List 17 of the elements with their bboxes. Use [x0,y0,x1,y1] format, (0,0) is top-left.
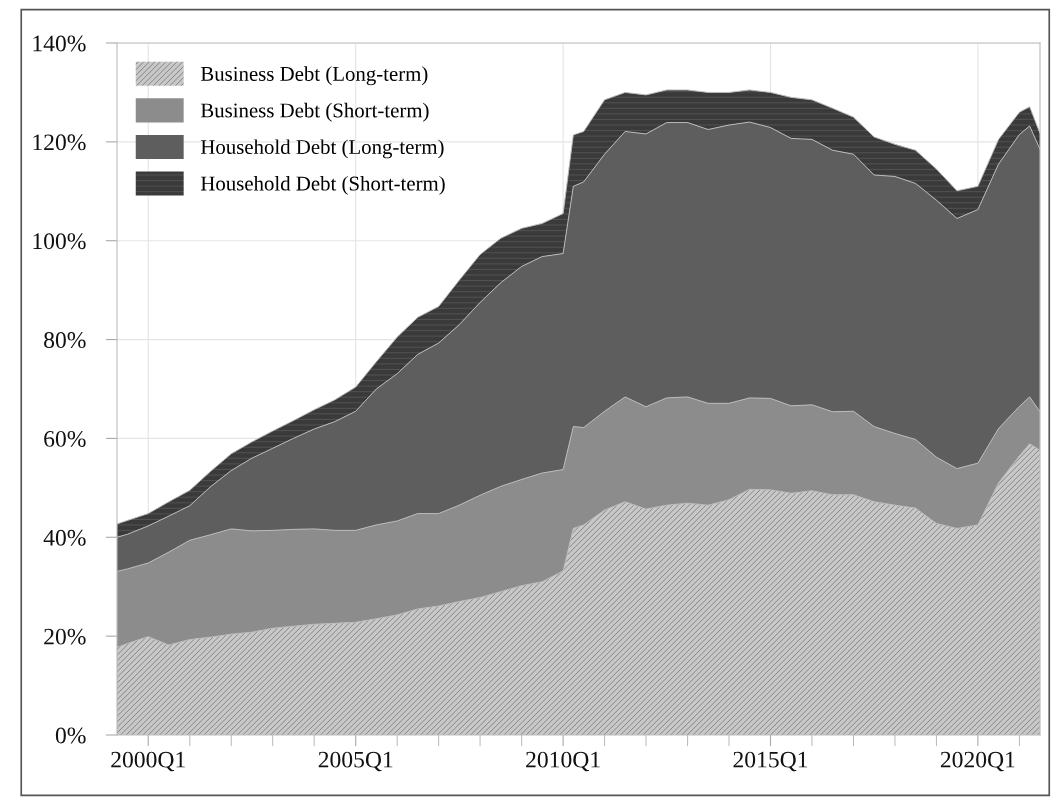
y-tick-label: 100% [33,233,86,250]
y-tick-label: 0% [55,727,86,744]
y-tick-label: 140% [33,35,86,52]
x-tick-label: 2000Q1 [111,751,185,772]
y-tick-label: 60% [44,430,86,447]
y-tick-label: 40% [43,529,86,546]
y-tick-label: 80% [44,332,86,349]
x-tick-label: 2020Q1 [940,751,1015,772]
legend-label: Household Debt (Long-term) [200,139,444,159]
x-tick-label: 2015Q1 [733,751,808,772]
x-tick-label: 2010Q1 [526,751,600,772]
y-tick-label: 120% [33,134,86,151]
legend-label: Household Debt (Short-term) [200,175,445,195]
legend-label: Business Debt (Long-term) [200,66,428,86]
y-tick-label: 20% [44,628,86,645]
x-tick-label: 2005Q1 [318,751,393,772]
legend-label: Business Debt (Short-term) [200,102,429,122]
